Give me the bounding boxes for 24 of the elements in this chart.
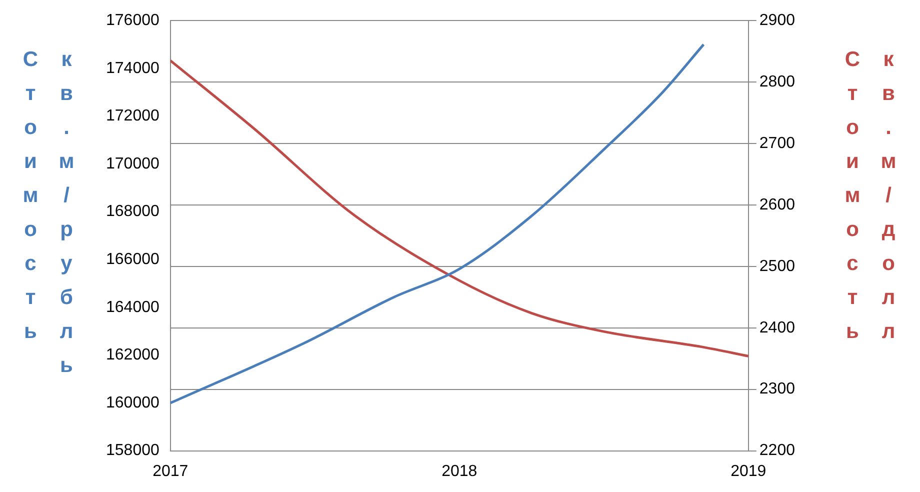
y-tick-label: 164000: [106, 298, 160, 316]
y-tick-label: 160000: [106, 394, 160, 412]
y-tick-label: 170000: [106, 155, 160, 172]
y2-tick-label: 2600: [759, 196, 796, 214]
y-tick-label: 172000: [106, 108, 160, 125]
y-tick-label: 162000: [106, 346, 160, 364]
y2-axis-title: Стоимость кв.м/долл: [840, 48, 901, 356]
y-tick-label: 166000: [106, 251, 160, 268]
y2-tick-label: 2500: [759, 258, 796, 275]
y-tick-label: 168000: [106, 203, 160, 220]
x-tick-label: 2017: [152, 462, 188, 480]
y2-tick-label: 2300: [759, 380, 796, 398]
y-tick-label: 176000: [106, 12, 160, 30]
line-series: [170, 43, 705, 404]
y2-tick-label: 2200: [759, 442, 796, 460]
y2-tick-label: 2400: [759, 319, 796, 336]
y-tick-label: 158000: [106, 442, 160, 460]
y-tick-label: 174000: [106, 60, 160, 77]
x-tick-label: 2018: [442, 462, 478, 480]
y-axis-title: Стоимость кв.м/рубль: [18, 48, 79, 390]
y2-tick-label: 2700: [759, 134, 796, 152]
y2-tick-label: 2800: [759, 73, 796, 90]
y2-tick-label: 2900: [759, 12, 796, 30]
x-tick-label: 2019: [730, 462, 766, 480]
